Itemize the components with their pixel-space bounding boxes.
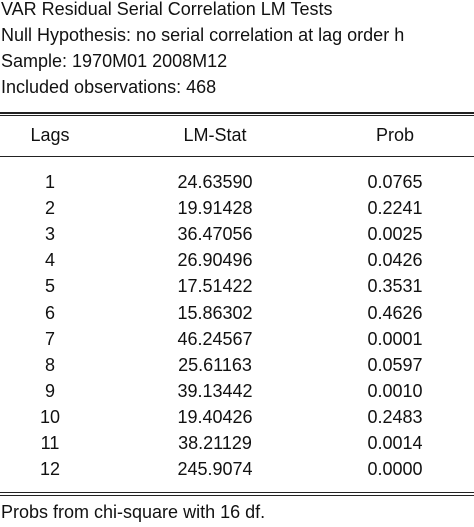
lag-cell: 6: [44, 303, 55, 323]
prob-cell: 0.0014: [367, 433, 423, 453]
lag-cell: 9: [44, 381, 55, 401]
table-header-rule: [0, 156, 474, 157]
table-top-rule: [0, 112, 474, 114]
prob-cell: 0.0765: [367, 172, 423, 192]
footer-note: Probs from chi-square with 16 df.: [1, 502, 266, 522]
lm-stat-cell: 17.51422: [177, 276, 253, 296]
lm-stat-cell: 15.86302: [177, 303, 253, 323]
lag-cell: 2: [44, 198, 55, 218]
prob-cell: 0.0025: [367, 224, 423, 244]
lag-cell: 12: [39, 459, 61, 479]
column-header-lags: Lags: [30, 125, 70, 145]
included-observations: Included observations: 468: [1, 77, 217, 97]
report-title: VAR Residual Serial Correlation LM Tests: [1, 0, 333, 19]
lm-stat-cell: 26.90496: [177, 250, 253, 270]
table-top-rule-inner: [0, 115, 474, 116]
prob-cell: 0.2241: [367, 198, 423, 218]
lag-cell: 7: [44, 329, 55, 349]
prob-cell: 0.4626: [367, 303, 423, 323]
table-bottom-rule: [0, 492, 474, 493]
prob-cell: 0.2483: [367, 407, 423, 427]
lag-cell: 11: [40, 433, 60, 453]
lag-cell: 10: [39, 407, 61, 427]
column-header-lm-stat: LM-Stat: [183, 125, 247, 145]
lag-cell: 8: [44, 355, 55, 375]
lag-cell: 3: [44, 224, 55, 244]
lag-cell: 4: [44, 250, 55, 270]
table-bottom-rule-inner: [0, 495, 474, 496]
sample-range: Sample: 1970M01 2008M12: [1, 51, 228, 71]
lm-stat-cell: 19.40426: [177, 407, 253, 427]
lm-stat-cell: 46.24567: [177, 329, 253, 349]
lag-cell: 5: [44, 276, 55, 296]
prob-cell: 0.0426: [367, 250, 423, 270]
lm-stat-cell: 25.61163: [178, 355, 252, 375]
column-header-prob: Prob: [375, 125, 415, 145]
lm-stat-cell: 38.21129: [178, 433, 252, 453]
lm-stat-cell: 245.9074: [177, 459, 253, 479]
lm-stat-cell: 39.13442: [177, 381, 253, 401]
prob-cell: 0.0000: [367, 459, 423, 479]
lm-stat-cell: 24.63590: [177, 172, 253, 192]
lm-stat-cell: 36.47056: [177, 224, 253, 244]
prob-cell: 0.3531: [367, 276, 423, 296]
null-hypothesis: Null Hypothesis: no serial correlation a…: [1, 25, 405, 45]
prob-cell: 0.0001: [367, 329, 423, 349]
lm-stat-cell: 19.91428: [177, 198, 253, 218]
prob-cell: 0.0010: [367, 381, 423, 401]
lag-cell: 1: [44, 172, 55, 192]
prob-cell: 0.0597: [367, 355, 423, 375]
